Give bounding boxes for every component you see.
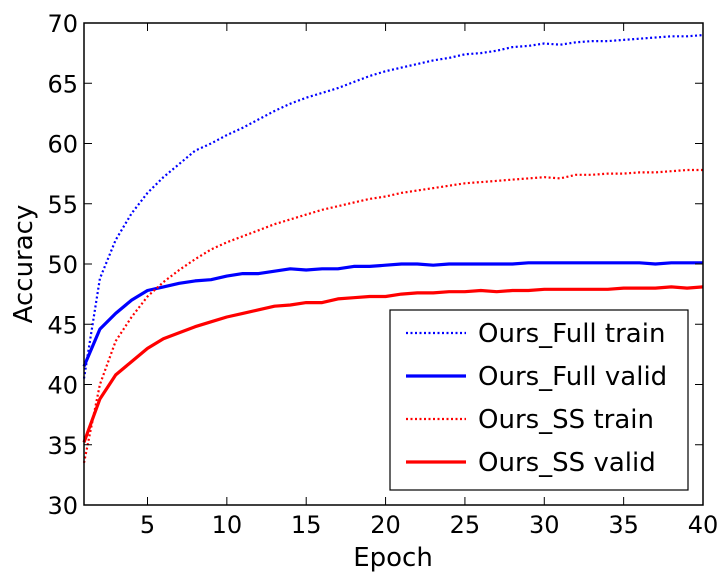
y-tick-label: 50 [47,251,78,279]
legend: Ours_Full train Ours_Full valid Ours_SS tr… [389,309,689,491]
y-tick-label: 60 [47,131,78,159]
x-tick-label: 20 [370,511,401,539]
x-axis-title: Epoch [353,543,433,573]
x-tick-label: 40 [688,511,719,539]
y-tick-label: 70 [47,10,78,38]
y-axis-title: Accuracy [9,205,39,324]
y-tick-label: 30 [47,492,78,520]
x-tick-label: 35 [608,511,639,539]
legend-label-1: Ours_Full train [478,319,665,349]
legend-label-3: Ours_SS train [478,405,654,435]
x-tick-label: 25 [450,511,481,539]
legend-frame [389,309,689,491]
series-line-1 [82,34,704,379]
legend-label-2: Ours_Full valid [478,362,667,392]
y-tick-label: 45 [47,311,78,339]
series-line-2 [82,261,703,368]
x-tick-label: 10 [212,511,243,539]
series-line-3 [82,168,703,464]
y-tick-label: 55 [47,191,78,219]
tick-layer: 5 10 15 20 25 30 35 40 30 35 40 45 50 55 60 65 70 [47,10,718,539]
y-tick-label: 65 [47,70,78,98]
x-tick-label: 30 [529,511,560,539]
series-layer [82,34,704,464]
x-tick-label: 5 [140,511,155,539]
legend-label-4: Ours_SS valid [478,448,656,478]
y-tick-label: 40 [47,372,78,400]
y-tick-label: 35 [47,432,78,460]
series-line-4 [82,285,704,443]
x-tick-label: 15 [291,511,322,539]
